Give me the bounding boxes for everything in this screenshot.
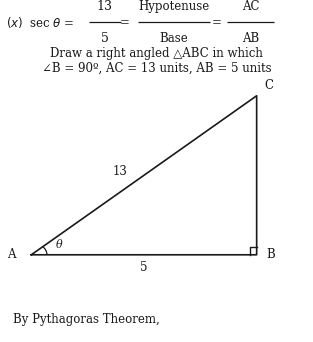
Text: =: = [212, 16, 222, 29]
Text: AC: AC [242, 0, 259, 13]
Text: 5: 5 [101, 32, 109, 45]
Text: Hypotenuse: Hypotenuse [138, 0, 209, 13]
Text: By Pythagoras Theorem,: By Pythagoras Theorem, [13, 313, 159, 326]
Text: 13: 13 [113, 165, 128, 179]
Text: B: B [266, 248, 275, 261]
Text: θ: θ [56, 240, 63, 250]
Text: A: A [7, 248, 16, 261]
Text: ∠B = 90º, AC = 13 units, AB = 5 units: ∠B = 90º, AC = 13 units, AB = 5 units [42, 62, 271, 75]
Text: 13: 13 [97, 0, 113, 13]
Text: $(x)$  sec $\theta$ =: $(x)$ sec $\theta$ = [6, 15, 75, 30]
Text: =: = [120, 16, 130, 29]
Text: Base: Base [159, 32, 188, 45]
Text: C: C [264, 79, 274, 92]
Text: AB: AB [242, 32, 259, 45]
Text: 5: 5 [140, 261, 148, 274]
Text: Draw a right angled △ABC in which: Draw a right angled △ABC in which [50, 47, 263, 60]
